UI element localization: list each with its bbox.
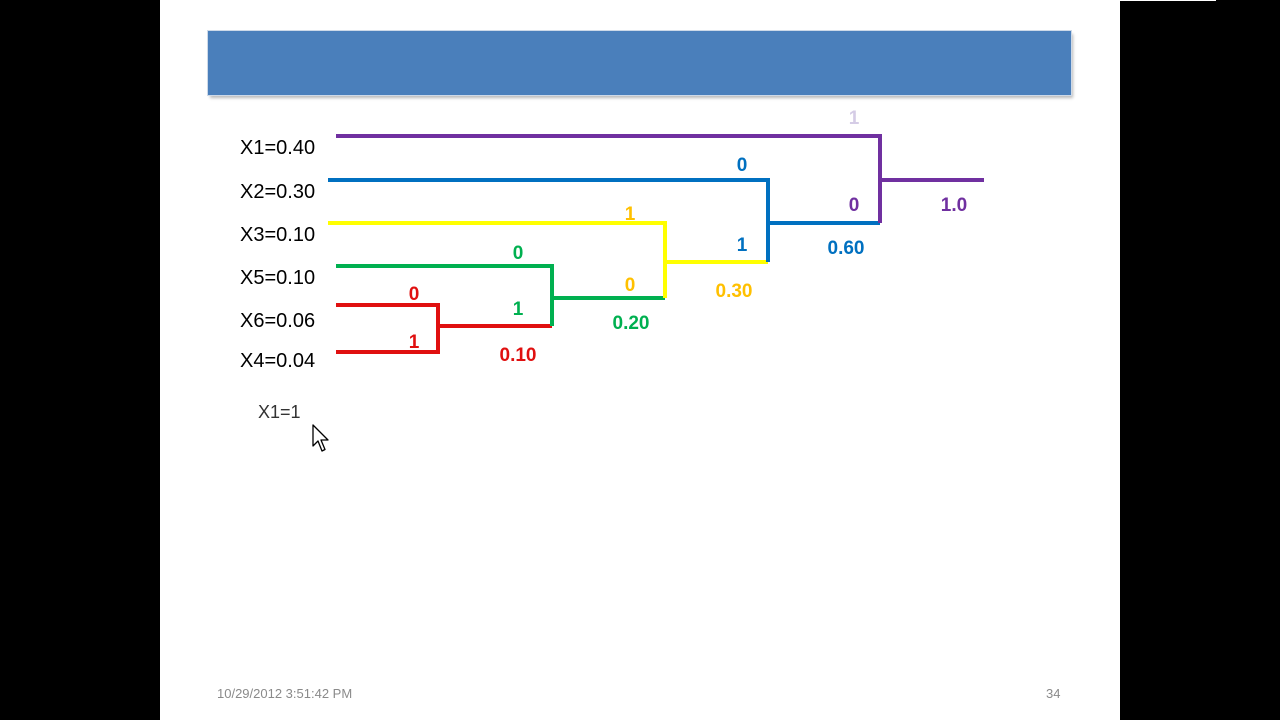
yellow-bit-top: 1 [625,204,636,225]
footer-date: 10/29/2012 3:51:42 PM [217,686,353,701]
red-sum-label: 0.10 [500,345,537,366]
blue-merge-bracket [328,178,770,262]
purple-bit-bottom: 0 [849,195,860,216]
red-merge-bracket [336,303,440,354]
slide: X1=0.40 X2=0.30 X3=0.10 X5=0.10 X6=0.06 … [160,0,1120,720]
symbol-label-x3: X3=0.10 [240,224,316,246]
red-bit-bottom: 1 [409,332,420,353]
purple-merge-bracket [336,134,882,223]
symbol-label-x4: X4=0.04 [240,350,316,372]
symbol-label-x1: X1=0.40 [240,137,316,159]
red-bit-top: 0 [409,284,420,305]
title-bar [208,31,1071,95]
yellow-bit-bottom: 0 [625,275,636,296]
green-sum-label: 0.20 [613,313,650,334]
yellow-merge-bracket [328,221,667,298]
blue-bit-top: 0 [737,155,748,176]
decoding-annotation: X1=1 [258,402,301,422]
blue-sum-label: 0.60 [828,238,865,259]
huffman-tree: 0 1 0.10 0 1 0.20 1 0 0.30 0 1 0.60 1 0 … [328,108,984,366]
yellow-sum-label: 0.30 [716,281,753,302]
slide-number: 34 [1046,686,1061,701]
green-bit-top: 0 [513,243,524,264]
symbol-label-x6: X6=0.06 [240,310,316,332]
green-bit-bottom: 1 [513,299,524,320]
green-merge-bracket [336,264,554,326]
purple-bit-top: 1 [849,108,860,129]
blue-bit-bottom: 1 [737,235,748,256]
window-edge-line [1120,0,1216,1]
root-sum-label: 1.0 [941,195,967,216]
mouse-cursor-icon [312,424,329,452]
symbol-label-x2: X2=0.30 [240,181,316,203]
symbol-label-x5: X5=0.10 [240,267,316,289]
